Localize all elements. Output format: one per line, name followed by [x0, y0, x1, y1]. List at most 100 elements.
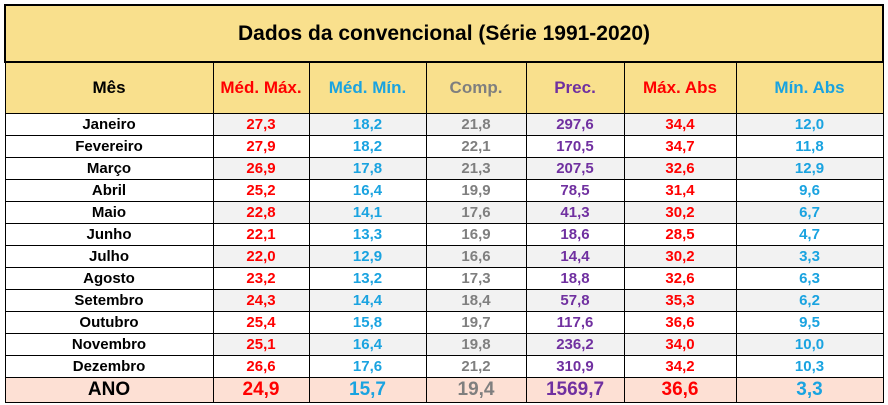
cell-med-max: 22,0	[212, 245, 310, 268]
table-body: Janeiro 27,3 18,2 21,8 297,6 34,4 12,0 Fevereir…	[4, 113, 884, 378]
cell-prec: 297,6	[525, 113, 625, 136]
table-row: Junho 22,1 13,3 16,9 18,6 28,5 4,7	[4, 223, 884, 246]
year-prec: 1569,7	[525, 377, 625, 403]
header-comp: Comp.	[425, 61, 527, 114]
cell-min-abs: 3,3	[735, 245, 884, 268]
cell-prec: 57,8	[525, 289, 625, 312]
year-label: ANO	[4, 377, 214, 403]
cell-med-min: 16,4	[308, 179, 427, 202]
cell-comp: 21,8	[425, 113, 527, 136]
cell-med-max: 25,2	[212, 179, 310, 202]
cell-min-abs: 6,3	[735, 267, 884, 290]
cell-med-min: 13,3	[308, 223, 427, 246]
cell-max-abs: 35,3	[623, 289, 737, 312]
cell-med-max: 25,1	[212, 333, 310, 356]
cell-max-abs: 30,2	[623, 201, 737, 224]
header-max-abs: Máx. Abs	[623, 61, 737, 114]
header-min-abs: Mín. Abs	[735, 61, 884, 114]
header-month: Mês	[4, 61, 214, 114]
cell-min-abs: 9,6	[735, 179, 884, 202]
cell-max-abs: 31,4	[623, 179, 737, 202]
cell-med-min: 18,2	[308, 135, 427, 158]
cell-comp: 16,9	[425, 223, 527, 246]
cell-month: Abril	[4, 179, 214, 202]
header-med-min: Méd. Mín.	[308, 61, 427, 114]
table-row: Maio 22,8 14,1 17,6 41,3 30,2 6,7	[4, 201, 884, 224]
cell-month: Novembro	[4, 333, 214, 356]
cell-max-abs: 30,2	[623, 245, 737, 268]
cell-comp: 22,1	[425, 135, 527, 158]
cell-med-max: 24,3	[212, 289, 310, 312]
cell-max-abs: 28,5	[623, 223, 737, 246]
cell-med-min: 16,4	[308, 333, 427, 356]
cell-med-max: 22,8	[212, 201, 310, 224]
cell-max-abs: 34,2	[623, 355, 737, 378]
cell-prec: 18,8	[525, 267, 625, 290]
cell-comp: 19,7	[425, 311, 527, 334]
cell-month: Janeiro	[4, 113, 214, 136]
cell-prec: 170,5	[525, 135, 625, 158]
cell-min-abs: 11,8	[735, 135, 884, 158]
cell-prec: 117,6	[525, 311, 625, 334]
year-med-max: 24,9	[212, 377, 310, 403]
climate-table-container: Dados da convencional (Série 1991-2020) …	[3, 4, 885, 403]
cell-comp: 18,4	[425, 289, 527, 312]
header-prec: Prec.	[525, 61, 625, 114]
year-max-abs: 36,6	[623, 377, 737, 403]
year-comp: 19,4	[425, 377, 527, 403]
cell-month: Agosto	[4, 267, 214, 290]
cell-prec: 236,2	[525, 333, 625, 356]
cell-med-min: 14,4	[308, 289, 427, 312]
cell-comp: 17,6	[425, 201, 527, 224]
table-row: Setembro 24,3 14,4 18,4 57,8 35,3 6,2	[4, 289, 884, 312]
table-row: Março 26,9 17,8 21,3 207,5 32,6 12,9	[4, 157, 884, 180]
cell-min-abs: 6,7	[735, 201, 884, 224]
table-row: Janeiro 27,3 18,2 21,8 297,6 34,4 12,0	[4, 113, 884, 136]
cell-max-abs: 36,6	[623, 311, 737, 334]
cell-med-min: 15,8	[308, 311, 427, 334]
cell-month: Maio	[4, 201, 214, 224]
cell-max-abs: 34,4	[623, 113, 737, 136]
cell-med-max: 22,1	[212, 223, 310, 246]
year-row: ANO 24,9 15,7 19,4 1569,7 36,6 3,3	[4, 377, 884, 403]
cell-min-abs: 12,0	[735, 113, 884, 136]
cell-min-abs: 12,9	[735, 157, 884, 180]
table-row: Julho 22,0 12,9 16,6 14,4 30,2 3,3	[4, 245, 884, 268]
cell-prec: 41,3	[525, 201, 625, 224]
cell-med-min: 13,2	[308, 267, 427, 290]
cell-med-min: 17,8	[308, 157, 427, 180]
cell-comp: 16,6	[425, 245, 527, 268]
cell-comp: 17,3	[425, 267, 527, 290]
cell-min-abs: 6,2	[735, 289, 884, 312]
cell-med-max: 27,9	[212, 135, 310, 158]
table-row: Agosto 23,2 13,2 17,3 18,8 32,6 6,3	[4, 267, 884, 290]
cell-month: Outubro	[4, 311, 214, 334]
cell-med-max: 23,2	[212, 267, 310, 290]
year-min-abs: 3,3	[735, 377, 884, 403]
cell-med-min: 18,2	[308, 113, 427, 136]
cell-max-abs: 34,7	[623, 135, 737, 158]
cell-month: Julho	[4, 245, 214, 268]
cell-med-min: 14,1	[308, 201, 427, 224]
cell-comp: 21,2	[425, 355, 527, 378]
cell-med-min: 12,9	[308, 245, 427, 268]
cell-comp: 21,3	[425, 157, 527, 180]
table-row: Abril 25,2 16,4 19,9 78,5 31,4 9,6	[4, 179, 884, 202]
table-row: Novembro 25,1 16,4 19,8 236,2 34,0 10,0	[4, 333, 884, 356]
cell-max-abs: 32,6	[623, 267, 737, 290]
table-title: Dados da convencional (Série 1991-2020)	[3, 4, 885, 63]
climate-table: Dados da convencional (Série 1991-2020) …	[3, 4, 885, 403]
cell-month: Março	[4, 157, 214, 180]
cell-month: Fevereiro	[4, 135, 214, 158]
cell-med-max: 25,4	[212, 311, 310, 334]
cell-med-max: 26,9	[212, 157, 310, 180]
cell-comp: 19,9	[425, 179, 527, 202]
cell-min-abs: 10,0	[735, 333, 884, 356]
cell-month: Dezembro	[4, 355, 214, 378]
cell-max-abs: 34,0	[623, 333, 737, 356]
cell-min-abs: 10,3	[735, 355, 884, 378]
cell-prec: 18,6	[525, 223, 625, 246]
cell-min-abs: 9,5	[735, 311, 884, 334]
header-med-max: Méd. Máx.	[212, 61, 310, 114]
cell-month: Junho	[4, 223, 214, 246]
